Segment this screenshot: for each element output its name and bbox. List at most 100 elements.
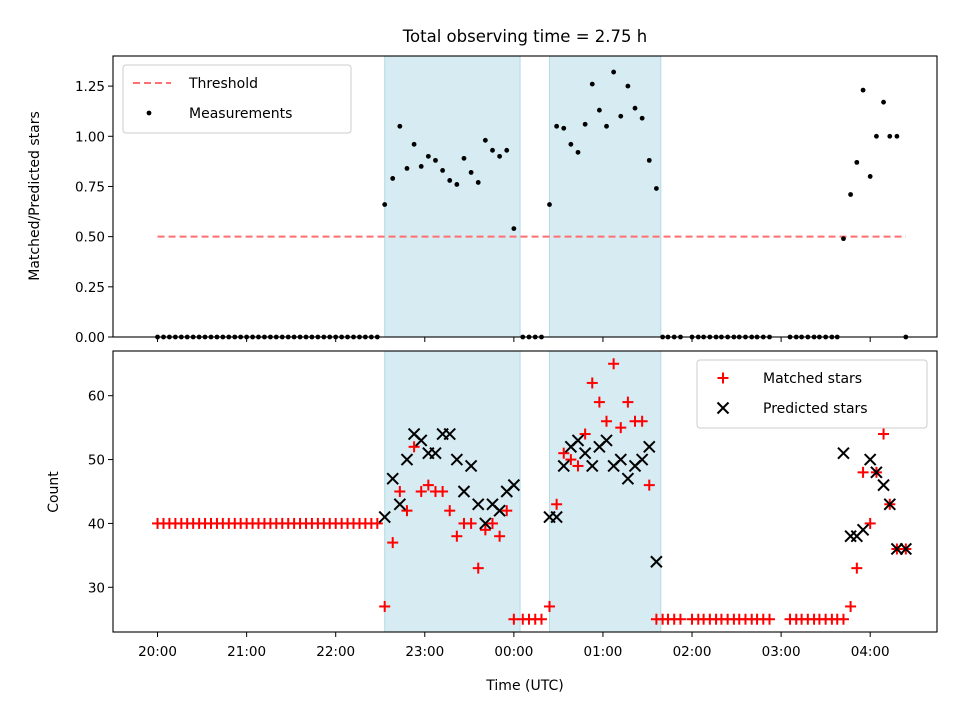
predicted-star-point [571,434,585,447]
x-tick-label: 20:00 [138,644,177,660]
predicted-star-point [507,478,521,492]
matched-star-point [394,486,406,497]
x-tick-label: 21:00 [227,644,266,660]
predicted-star-point [856,523,870,537]
matched-star-point [465,517,477,529]
matched-star-point [837,613,849,625]
matched-star-point [401,505,413,517]
measurement-point [497,153,503,159]
measurement-point [894,133,900,139]
matched-star-point [501,505,513,517]
predicted-star-point [650,555,663,568]
matched-star-point [579,428,591,440]
matched-star-point [535,613,547,625]
matched-star-point [878,428,890,440]
predicted-star-point [415,434,428,447]
y-tick-label: 0.00 [75,330,105,346]
predicted-star-point [890,542,904,556]
measurement-point [490,147,495,153]
y-tick-label: 0.75 [75,179,105,195]
measurement-point [425,153,431,159]
measurement-point [874,133,879,139]
measurement-point [447,178,453,183]
observing-interval-shade [384,55,521,338]
shaded-intervals [384,55,662,338]
axes-frame [112,350,938,633]
measurement-point [632,105,638,111]
predicted-star-point [393,498,407,511]
measurement-point [418,163,424,169]
y-tick-label: 50 [88,453,105,469]
predicted-star-point [635,453,649,466]
y-tick-label: 30 [88,580,105,596]
matched-star-point [415,486,427,497]
matched-star-point [622,396,634,408]
predicted-star-point [586,459,599,473]
measurement-point [561,125,567,131]
matched-star-point [494,530,506,542]
measurement-point [625,83,631,89]
measurement-point [854,159,860,165]
matched-star-point [371,517,383,529]
x-tick-label: 03:00 [762,644,801,660]
matched-star-point [572,460,584,472]
predicted-star-point [479,517,492,530]
measurement-point [440,168,445,173]
matched-star-point [551,498,563,510]
legend-marker [717,372,729,384]
measurement-point [848,192,853,197]
predicted-star-point [621,472,635,485]
x-tick-label: 01:00 [583,644,622,660]
predicted-star-point [557,459,570,473]
measurement-point [646,157,652,163]
y-tick-label: 0.25 [75,280,105,296]
measurement-point [575,149,581,155]
predicted-star-point [863,453,877,466]
y-tick-label: 1.00 [75,129,105,145]
legend-box [696,359,928,429]
x-tick-label: 02:00 [673,644,712,660]
predicted-star-point [464,459,478,473]
matched-star-point [845,600,857,612]
measurement-point [404,166,410,171]
legend-marker [716,401,730,415]
measurement-point [411,141,417,147]
y-tick-label: 1.25 [75,79,105,95]
predicted-star-point [493,504,506,517]
matched-star-point [593,396,605,408]
matched-star-point [486,517,498,529]
predicted-star-point [870,466,883,479]
legend-label: Measurements [189,106,292,122]
matched-star-point [857,466,869,478]
legend-label: Predicted stars [763,401,868,417]
bottom-panel: 30 40 50 60 20:00 21:00 22:00 23:00 00:00 01:00 02… [46,350,938,660]
matched-star-point [864,517,876,529]
matched-star-point [437,486,449,497]
measurement-point [582,121,588,127]
top-legend: Threshold Measurements [122,64,352,134]
matched-star-point [543,600,555,612]
observing-interval-shade [384,350,521,633]
measurement-point [547,202,552,207]
measurement-point [568,141,574,147]
predicted-star-point [443,427,456,441]
count-points [152,358,913,625]
measurement-point [653,186,659,191]
bottom-y-axis-label: Count [46,471,62,513]
measurement-point [482,137,488,143]
matched-star-point [379,600,391,612]
matched-star-point [674,613,686,625]
bottom-legend: Matched stars Predicted stars [696,359,928,429]
predicted-star-point [457,485,471,498]
predicted-star-point [614,453,627,466]
x-tick-label: 22:00 [316,644,355,660]
predicted-star-point [386,472,399,485]
chart-title: Total observing time = 2.75 h [402,27,647,46]
matched-star-point [643,479,655,491]
x-tick-label: 04:00 [851,644,890,660]
measurement-point [554,123,560,129]
measurement-point [589,81,595,87]
measurement-point [639,115,645,121]
measurement-point [504,147,510,153]
measurement-point [390,176,396,181]
